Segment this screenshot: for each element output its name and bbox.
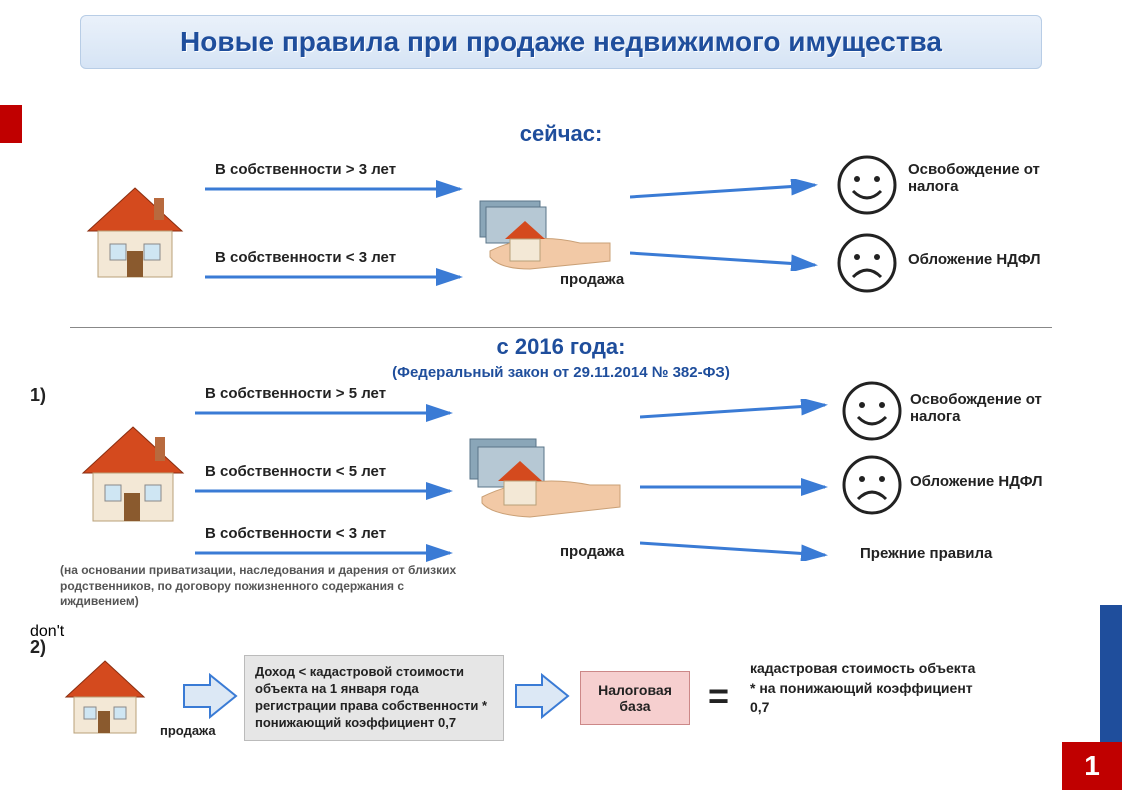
label-lt3: В собственности < 3 лет: [215, 249, 396, 266]
arrow-gt5: [195, 403, 465, 423]
title-banner: Новые правила при продаже недвижимого им…: [80, 15, 1042, 69]
block-arrow-2: [512, 671, 572, 721]
house-icon: [80, 186, 190, 286]
arrow-to-exempt-now: [630, 179, 830, 203]
arrow-to-exempt-2016: [640, 399, 840, 423]
note-2016: (на основании приватизации, наследования…: [60, 563, 460, 610]
sad-icon-2016: [840, 453, 904, 522]
smiley-icon-2016: [840, 379, 904, 448]
house-icon-2016: [75, 425, 190, 530]
label-exempt-2016: Освобождение от налога: [910, 391, 1070, 425]
arrow-to-oldrules: [640, 537, 840, 561]
box-tax-base: Налоговая база: [580, 671, 690, 725]
arrow-to-taxed-now: [630, 247, 830, 271]
label-lt3-2016: В собственности < 3 лет: [205, 525, 386, 542]
label-taxed-2016: Обложение НДФЛ: [910, 473, 1090, 490]
arrow-to-taxed-2016: [640, 477, 840, 497]
formula-text: кадастровая стоимость объекта * на пониж…: [750, 659, 980, 718]
label-sale-part2: продажа: [160, 723, 216, 738]
arrow-gt3: [205, 179, 475, 199]
sale-hand-icon-2016: [460, 415, 630, 540]
page-title: Новые правила при продаже недвижимого им…: [101, 26, 1021, 58]
section-2016-diagram: 1) В собственности > 5 лет В собственнос…: [30, 385, 1092, 595]
divider: [70, 327, 1052, 328]
label-lt5: В собственности < 5 лет: [205, 463, 386, 480]
label-sale-2016: продажа: [560, 543, 624, 560]
box-income: Доход < кадастровой стоимости объекта на…: [244, 655, 504, 741]
content-area: сейчас: В собственности > 3 лет В собств…: [30, 115, 1092, 788]
item-2-marker: 2): [30, 637, 46, 658]
section-now-heading: сейчас:: [30, 121, 1092, 147]
arrow-lt3: [205, 267, 475, 287]
equals-sign: =: [708, 675, 729, 717]
item-1-marker: 1): [30, 385, 46, 406]
label-gt5: В собственности > 5 лет: [205, 385, 386, 402]
smiley-icon: [835, 153, 899, 222]
label-taxed-now: Обложение НДФЛ: [908, 251, 1088, 268]
house-icon-part2: [60, 659, 150, 742]
block-arrow-1: [180, 671, 240, 721]
label-gt3: В собственности > 3 лет: [215, 161, 396, 178]
section-now-diagram: В собственности > 3 лет В собственности …: [30, 151, 1092, 321]
label-oldrules: Прежние правила: [860, 545, 992, 562]
left-red-stripe: [0, 105, 22, 143]
section-2016-heading: с 2016 года:: [30, 334, 1092, 360]
sad-icon: [835, 231, 899, 300]
part2-diagram: 2) продажа Доход < кадастровой стоимости…: [30, 641, 1092, 771]
arrow-lt5: [195, 481, 465, 501]
section-2016-subheading: (Федеральный закон от 29.11.2014 № 382-Ф…: [30, 364, 1092, 381]
arrow-lt3-2016: [195, 543, 465, 563]
label-sale-now: продажа: [560, 271, 624, 288]
right-blue-stripe: [1100, 605, 1122, 745]
label-exempt-now: Освобождение от налога: [908, 161, 1068, 195]
